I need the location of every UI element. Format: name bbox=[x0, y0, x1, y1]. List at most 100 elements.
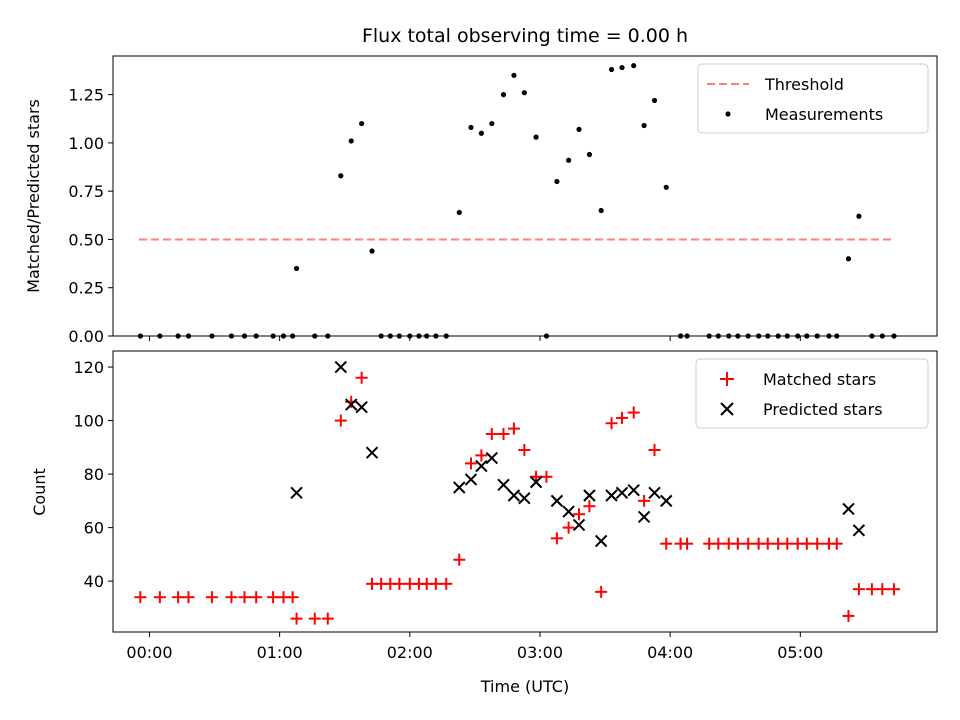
matched-star-point bbox=[550, 532, 563, 545]
matched-star-point bbox=[182, 591, 195, 604]
matched-star-point bbox=[267, 591, 280, 604]
measurement-point bbox=[468, 124, 474, 131]
predicted-star-point bbox=[648, 486, 661, 500]
measurement-point bbox=[856, 213, 862, 219]
bottom-panel: 40 60 80 100 120 00:00 01:00 02:00 03:00 04:00 05… bbox=[30, 350, 938, 696]
matched-star-point bbox=[286, 591, 299, 604]
measurement-point bbox=[456, 209, 462, 216]
x-tick-label: 00:00 bbox=[126, 643, 172, 662]
matched-star-point bbox=[134, 591, 147, 604]
matched-star-point bbox=[464, 457, 477, 470]
matched-stars-series bbox=[134, 371, 901, 625]
predicted-star-point bbox=[464, 473, 478, 486]
matched-star-point bbox=[225, 591, 238, 604]
top-y-tick-label: 0.50 bbox=[68, 230, 104, 249]
matched-star-point bbox=[681, 537, 694, 550]
measurement-point bbox=[566, 157, 572, 163]
legend-measurements-label: Measurements bbox=[765, 105, 883, 124]
matched-star-point bbox=[475, 449, 488, 462]
predicted-star-point bbox=[475, 459, 488, 473]
matched-star-point bbox=[345, 395, 358, 408]
top-y-axis-label: Matched/Predicted stars bbox=[24, 99, 43, 293]
top-y-tick-label: 1.25 bbox=[68, 86, 104, 105]
predicted-star-point bbox=[518, 491, 531, 505]
matched-star-point bbox=[660, 537, 673, 550]
top-x-ticks bbox=[148, 336, 801, 341]
matched-star-point bbox=[440, 577, 453, 590]
measurement-point bbox=[651, 97, 658, 104]
measurement-point bbox=[663, 184, 669, 190]
top-legend-box bbox=[697, 63, 929, 134]
predicted-star-point bbox=[290, 486, 303, 500]
predicted-star-point bbox=[485, 451, 499, 465]
matched-star-point bbox=[308, 612, 321, 625]
matched-star-point bbox=[485, 427, 498, 440]
measurement-point bbox=[576, 126, 582, 132]
matched-star-point bbox=[615, 411, 628, 424]
matched-star-point bbox=[605, 417, 618, 430]
matched-star-point bbox=[429, 577, 442, 590]
predicted-star-point bbox=[594, 534, 608, 548]
legend-predicted-label: Predicted stars bbox=[763, 400, 883, 419]
measurement-point bbox=[478, 130, 484, 136]
predicted-star-point bbox=[660, 494, 673, 508]
matched-star-point bbox=[731, 537, 744, 550]
x-axis-label: Time (UTC) bbox=[480, 677, 569, 696]
matched-star-point bbox=[638, 494, 651, 507]
matched-star-point bbox=[355, 371, 368, 384]
predicted-star-point bbox=[334, 360, 348, 374]
matched-star-point bbox=[205, 591, 218, 604]
bottom-y-axis-label: Count bbox=[30, 468, 49, 516]
matched-star-point bbox=[800, 537, 813, 550]
matched-star-point bbox=[830, 537, 843, 550]
predicted-star-point bbox=[355, 400, 368, 414]
matched-star-point bbox=[888, 583, 901, 596]
measurement-point bbox=[293, 265, 300, 272]
measurement-point bbox=[598, 207, 604, 214]
measurement-point bbox=[631, 63, 637, 69]
top-plot-frame bbox=[112, 55, 938, 337]
matched-star-point bbox=[712, 537, 725, 550]
measurement-point bbox=[533, 134, 539, 140]
measurement-point bbox=[500, 92, 507, 98]
chart-title: Flux total observing time = 0.00 h bbox=[362, 25, 688, 47]
predicted-star-point bbox=[507, 489, 521, 502]
measurement-point bbox=[359, 120, 365, 127]
measurement-point bbox=[641, 122, 647, 129]
matched-star-point bbox=[507, 422, 520, 435]
matched-star-point bbox=[562, 521, 575, 534]
measurement-point bbox=[489, 120, 495, 127]
matched-star-point bbox=[852, 583, 865, 596]
measurement-point bbox=[845, 256, 852, 262]
bottom-y-tick-label: 100 bbox=[73, 412, 104, 431]
matched-star-point bbox=[238, 591, 251, 604]
bottom-y-tick-label: 60 bbox=[84, 519, 104, 538]
matched-star-point bbox=[761, 537, 774, 550]
matched-star-point bbox=[573, 508, 586, 521]
matched-star-point bbox=[393, 577, 406, 590]
matched-star-point bbox=[540, 470, 553, 483]
predicted-stars-series bbox=[290, 360, 866, 548]
measurement-point bbox=[608, 66, 615, 73]
measurement-point bbox=[586, 151, 593, 158]
top-y-tick-label: 1.00 bbox=[68, 134, 104, 153]
bottom-y-ticks: 40 60 80 100 120 bbox=[73, 358, 113, 591]
top-y-tick-label: 0.75 bbox=[68, 182, 104, 201]
measurement-point bbox=[511, 72, 517, 78]
matched-star-point bbox=[172, 591, 185, 604]
matched-star-point bbox=[742, 537, 755, 550]
predicted-star-point bbox=[637, 510, 651, 524]
matched-star-point bbox=[250, 591, 263, 604]
x-tick-label: 02:00 bbox=[387, 643, 433, 662]
measurement-point bbox=[369, 248, 375, 254]
matched-star-point bbox=[876, 583, 889, 596]
predicted-star-point bbox=[345, 398, 358, 411]
matched-star-point bbox=[842, 609, 855, 622]
predicted-star-point bbox=[627, 483, 640, 497]
bottom-y-tick-label: 80 bbox=[84, 465, 104, 484]
predicted-star-point bbox=[572, 518, 586, 532]
predicted-star-point bbox=[550, 494, 564, 508]
measurement-point bbox=[338, 173, 344, 179]
predicted-star-point bbox=[615, 486, 629, 500]
matched-star-point bbox=[518, 444, 531, 457]
